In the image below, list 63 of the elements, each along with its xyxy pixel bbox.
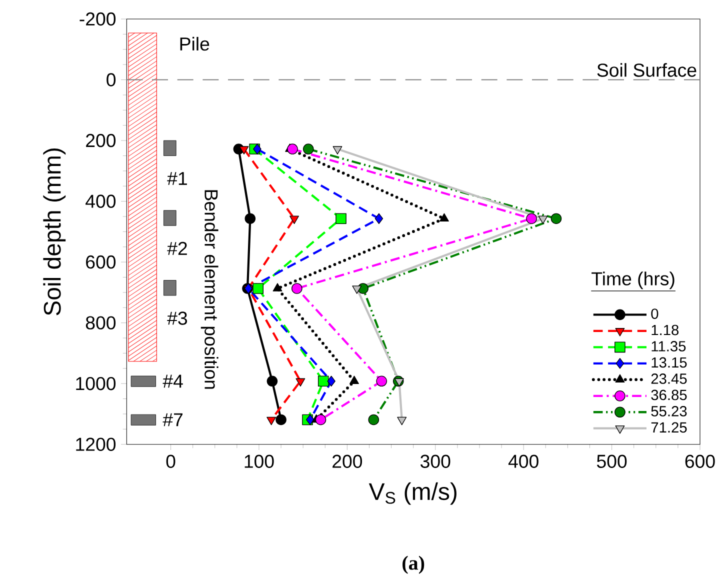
x-tick-label: 100 [244, 454, 274, 468]
y-tick-label: 200 [86, 134, 116, 148]
y-tick-label: 1000 [76, 376, 116, 390]
annotation: #3 [167, 312, 188, 325]
x-tick-label: 0 [166, 454, 176, 468]
point [244, 213, 256, 224]
point [287, 144, 298, 154]
point [374, 213, 384, 224]
point [266, 416, 276, 426]
point [332, 146, 342, 154]
annotation: #4 [162, 374, 183, 388]
point [550, 213, 562, 224]
y-tick-label: -200 [80, 12, 116, 26]
y-tick-label: 400 [86, 194, 116, 208]
point [292, 283, 302, 294]
y-tick-label: 0 [106, 73, 116, 86]
x-axis-title: V$_{S}$ (m/s) [368, 482, 456, 505]
point [327, 376, 336, 387]
annotation: Pile [180, 36, 210, 51]
point [350, 376, 359, 384]
ref-line-label: Soil Surface [597, 63, 696, 77]
point [306, 414, 314, 426]
legend-label: 11.35 [652, 341, 686, 352]
x-tick-label: 200 [332, 454, 362, 468]
point [253, 144, 262, 154]
y-tick-label: 800 [86, 316, 116, 330]
point [266, 376, 278, 387]
legend-label: 71.25 [651, 422, 687, 433]
y-tick-label: 600 [86, 255, 116, 269]
annotation: #1 [167, 172, 187, 185]
x-tick-label: 600 [685, 454, 715, 468]
y-axis-title: Soil depth (mm) [43, 148, 66, 316]
legend-label: 1.18 [652, 324, 679, 336]
annotation: #2 [167, 242, 187, 255]
point [368, 414, 380, 426]
point [376, 376, 387, 387]
point [252, 283, 264, 294]
point [239, 146, 249, 154]
point [394, 378, 404, 387]
point [315, 414, 326, 426]
point [352, 286, 362, 294]
point [318, 376, 329, 387]
annotation: #7 [162, 413, 182, 426]
text: (a) [402, 556, 424, 574]
legend-label: 55.23 [651, 406, 687, 416]
point [526, 213, 537, 224]
point [397, 416, 407, 426]
legend-label: 36.85 [651, 390, 687, 400]
legend-label: 13.15 [652, 357, 687, 368]
x-tick-label: 300 [420, 454, 450, 468]
point [336, 213, 346, 224]
legend-label: 0 [651, 308, 658, 319]
point [276, 414, 286, 426]
y-tick-label: 1200 [76, 438, 116, 451]
legend-label: 23.45 [651, 374, 687, 384]
x-tick-label: 400 [508, 454, 538, 468]
point [302, 144, 314, 154]
x-tick-label: 500 [596, 454, 627, 468]
annotation: Bender element position [200, 190, 218, 389]
point [296, 378, 306, 387]
legend-title: Time (hrs) [592, 272, 674, 290]
point [290, 216, 299, 224]
point [538, 216, 548, 224]
